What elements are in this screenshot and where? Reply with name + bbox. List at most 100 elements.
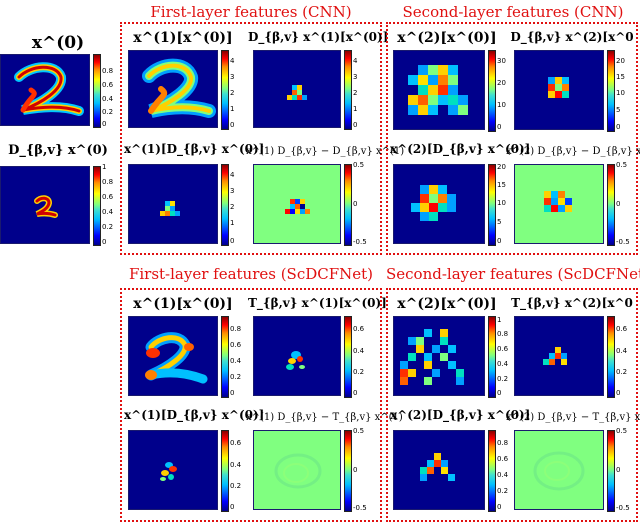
tick-label: 5 [616, 106, 621, 114]
colorbar [344, 50, 352, 130]
colorbar [607, 164, 615, 246]
tick-label: 0 [353, 121, 358, 129]
colorbar [221, 430, 229, 512]
tick-label: 0 [353, 389, 358, 397]
tick-label: 0.2 [230, 373, 242, 381]
panel-label: x^(2)[D_{β,v} x^(0)] [390, 142, 531, 156]
tick-label: 0 [230, 237, 235, 245]
group-frame-cnn-layer1 [120, 22, 382, 255]
heatmap [253, 316, 341, 396]
group-title-cnn-layer1: First-layer features (CNN) [150, 3, 352, 21]
tick-label: 0.4 [102, 208, 114, 216]
colorbar [344, 316, 352, 398]
colorbar [344, 164, 352, 246]
tick-label: 0.2 [497, 375, 509, 383]
group-title-scdcfnet-layer2: Second-layer features (ScDCFNet) [386, 265, 640, 283]
tick-label: 0 [102, 238, 107, 246]
tick-label: 30 [497, 57, 506, 65]
colorbar [93, 166, 101, 246]
group-frame-cnn-layer2 [386, 22, 638, 255]
tick-label: 20 [497, 163, 506, 171]
tick-label: 0.4 [230, 357, 242, 365]
tick-label: 2 [353, 89, 358, 97]
colorbar [488, 164, 496, 246]
colorbar [607, 50, 615, 132]
colorbar [488, 316, 496, 398]
panel-label: x^(2)[x^(0)] [397, 30, 497, 46]
tick-label: 10 [616, 89, 625, 97]
tick-label: 0.2 [102, 223, 114, 231]
colorbar [607, 430, 615, 512]
group-frame-scdcfnet-layer2 [386, 288, 638, 522]
group-title-scdcfnet-layer1: First-layer features (ScDCFNet) [128, 265, 374, 283]
tick-label: -0.5 [616, 238, 630, 246]
tick-label: 0.6 [497, 345, 509, 353]
tick-label: 0 [230, 503, 235, 511]
tick-label: 20 [616, 57, 625, 65]
tick-label: 0.6 [353, 325, 365, 333]
tick-label: 4 [230, 171, 235, 179]
tick-label: 0.5 [353, 427, 365, 435]
heatmap [128, 50, 218, 128]
group-frame-scdcfnet-layer1 [120, 288, 382, 522]
panel-label: x^(1)[x^(0)] [133, 296, 233, 312]
panel-label: x^(2) D_{β,v} − D_{β,v} x^(2) [506, 146, 640, 157]
input-label-top: x^(0) [31, 33, 85, 53]
tick-label: 1 [353, 105, 358, 113]
tick-label: 3 [353, 73, 358, 81]
heatmap [393, 164, 485, 244]
tick-label: 1 [102, 163, 107, 171]
tick-label: 0.6 [102, 193, 114, 201]
heatmap [393, 316, 485, 396]
tick-label: 5 [497, 218, 502, 226]
tick-label: 0.2 [230, 482, 242, 490]
tick-label: 0 [353, 466, 358, 474]
colorbar [488, 50, 496, 132]
tick-label: 0 [497, 503, 502, 511]
tick-label: 0.4 [102, 95, 114, 103]
panel-label: x^(1)[D_{β,v} x^(0)] [124, 142, 265, 156]
heatmap [128, 430, 218, 510]
tick-label: 1 [497, 316, 502, 324]
tick-label: 0.2 [102, 108, 114, 116]
heatmap [0, 54, 90, 126]
tick-label: 0 [497, 389, 502, 397]
tick-label: 0.6 [230, 439, 242, 447]
heatmap [128, 164, 218, 244]
tick-label: 10 [497, 199, 506, 207]
tick-label: 0 [616, 123, 621, 131]
tick-label: 0.8 [102, 178, 114, 186]
tick-label: 0.4 [353, 347, 365, 355]
input-label-bottom: D_{β,v} x^(0) [8, 143, 108, 158]
tick-label: 0.5 [616, 161, 628, 169]
tick-label: 3 [230, 73, 235, 81]
colorbar [344, 430, 352, 512]
tick-label: 15 [616, 73, 625, 81]
tick-label: 0.6 [230, 341, 242, 349]
tick-label: 0.4 [497, 360, 509, 368]
heatmap [128, 316, 218, 396]
heatmap [393, 430, 485, 510]
tick-label: 1 [230, 219, 235, 227]
tick-label: 0.4 [497, 471, 509, 479]
panel-label: x^(1)[D_{β,v} x^(0)] [124, 408, 265, 422]
tick-label: 0 [230, 121, 235, 129]
heatmap [514, 50, 604, 130]
tick-label: 0.2 [616, 368, 628, 376]
panel-label: D_{β,v} x^(1)[x^(0)] [248, 30, 389, 44]
tick-label: 0.4 [230, 461, 242, 469]
panel-label: x^(2) D_{β,v} − T_{β,v} x^(2) [506, 412, 640, 423]
tick-label: 0.6 [102, 81, 114, 89]
tick-label: 0.5 [353, 161, 365, 169]
panel-label: x^(2)[D_{β,v} x^(0)] [390, 408, 531, 422]
heatmap [393, 50, 485, 130]
tick-label: 10 [497, 101, 506, 109]
tick-label: -0.5 [353, 504, 367, 512]
tick-label: 0.4 [616, 347, 628, 355]
tick-label: 0.8 [497, 439, 509, 447]
tick-label: 0.8 [497, 330, 509, 338]
group-title-cnn-layer2: Second-layer features (CNN) [402, 3, 624, 21]
tick-label: 0 [616, 466, 621, 474]
tick-label: 0 [102, 120, 107, 128]
tick-label: 4 [353, 57, 358, 65]
